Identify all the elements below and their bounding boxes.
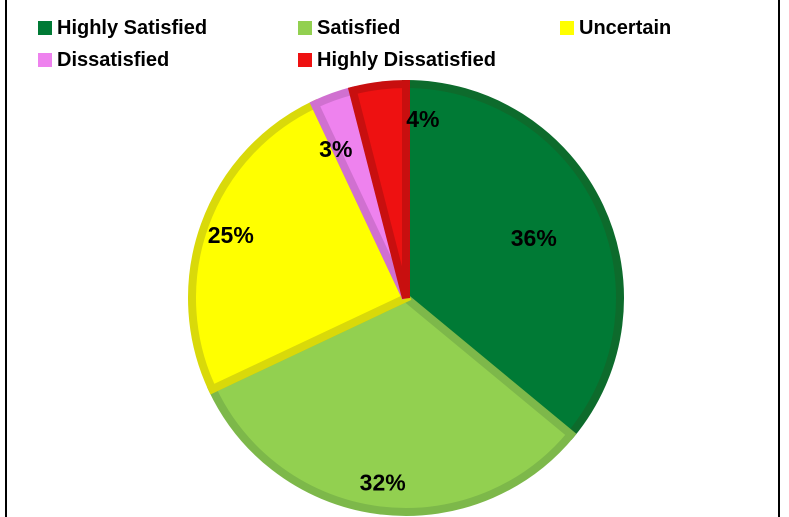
pie-slice-uncertain <box>188 99 412 395</box>
pie-labels: 36% 32% 25% 3% 4% <box>208 106 557 496</box>
legend-label: Highly Satisfied <box>57 16 208 39</box>
pie-label-dissatisfied: 3% <box>319 136 352 162</box>
legend-swatch <box>38 53 52 67</box>
pie-label-uncertain: 25% <box>208 222 254 248</box>
legend-swatch <box>298 21 312 35</box>
pie-label-highly-satisfied: 36% <box>511 225 557 251</box>
legend-item-highly-dissatisfied: Highly Dissatisfied <box>298 47 496 73</box>
pie-label-satisfied: 32% <box>360 470 406 496</box>
legend-swatch <box>298 53 312 67</box>
legend-swatch <box>38 21 52 35</box>
legend-label: Uncertain <box>579 16 672 39</box>
pie-slice-highly-satisfied <box>402 79 624 441</box>
legend-item-dissatisfied: Dissatisfied <box>38 47 169 73</box>
legend-label: Satisfied <box>317 16 401 39</box>
legend-label: Dissatisfied <box>57 48 170 71</box>
pie-label-highly-dissatisfied: 4% <box>406 106 439 132</box>
legend-item-uncertain: Uncertain <box>560 15 671 41</box>
legend-item-highly-satisfied: Highly Satisfied <box>38 15 207 41</box>
legend-swatch <box>560 21 574 35</box>
pie-slice-highly-dissatisfied <box>347 79 410 299</box>
chart-legend: Highly Satisfied Satisfied Uncertain Dis… <box>0 0 789 80</box>
chart-frame <box>5 0 780 517</box>
pie-slices <box>188 79 624 516</box>
pie-slice-satisfied <box>207 293 577 516</box>
legend-item-satisfied: Satisfied <box>298 15 400 41</box>
legend-label: Highly Dissatisfied <box>317 48 496 71</box>
